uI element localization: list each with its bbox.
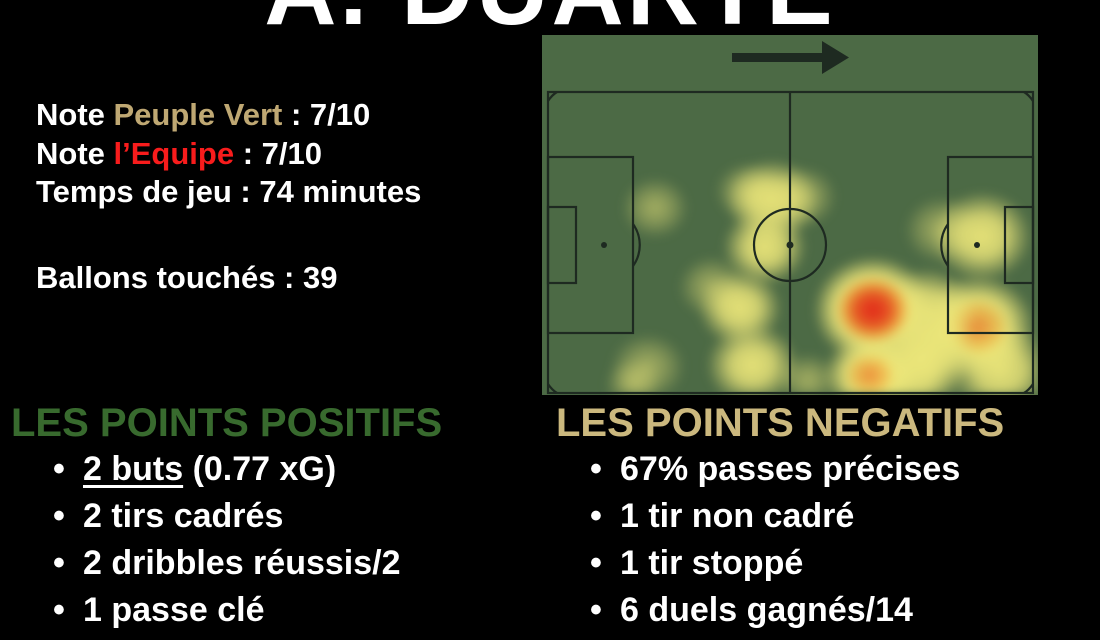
list-item: 1 passe clé [53, 587, 401, 634]
stat-label: Note [36, 135, 114, 171]
player-stats-block: Note Peuple Vert : 7/10 Note l’Equipe : … [36, 96, 421, 297]
goals-xg: (0.77 xG) [183, 450, 337, 488]
center-circle [752, 207, 828, 283]
list-item: 2 dribbles réussis/2 [53, 540, 401, 587]
corner-arc [547, 383, 558, 394]
negatives-header: LES POINTS NEGATIFS [556, 401, 1005, 445]
arrow-right-icon [732, 41, 849, 74]
positives-list: 2 buts (0.77 xG) 2 tirs cadrés 2 dribble… [53, 446, 401, 634]
stat-playing-time: Temps de jeu : 74 minutes [36, 174, 422, 209]
list-item: 67% passes précises [590, 446, 960, 493]
stat-note-peuple-vert: Note Peuple Vert : 7/10 [36, 96, 421, 135]
pitch-lines [546, 41, 1035, 395]
right-penalty-arc [940, 223, 949, 267]
stat-note-equipe: Note l’Equipe : 7/10 [36, 135, 421, 174]
list-item: 1 tir non cadré [590, 493, 960, 540]
list-item: 2 buts (0.77 xG) [53, 446, 401, 493]
right-penalty-spot [974, 242, 980, 248]
negatives-list: 67% passes précises 1 tir non cadré 1 ti… [590, 446, 960, 634]
left-penalty-area [546, 155, 635, 335]
right-penalty-area [946, 155, 1035, 335]
positives-header: LES POINTS POSITIFS [11, 401, 443, 445]
corner-arc [547, 91, 558, 102]
corner-arc [1023, 383, 1034, 394]
player-name-title: A. DUARTE [0, 0, 1100, 40]
left-goal-area [546, 205, 578, 285]
list-item: 1 tir stoppé [590, 540, 960, 587]
stat-ball-touches: Ballons touchés : 39 [36, 259, 338, 295]
stat-label: Note [36, 97, 114, 132]
right-goal-area [1003, 205, 1035, 285]
stat-value: : 7/10 [234, 135, 322, 171]
heatmap-pitch-panel [542, 35, 1038, 395]
center-spot [786, 241, 794, 249]
stat-highlight-peuple-vert: Peuple Vert [113, 97, 283, 132]
stat-highlight-equipe: l’Equipe [113, 135, 235, 171]
left-penalty-spot [601, 242, 607, 248]
left-penalty-arc [632, 223, 641, 267]
list-item: 2 tirs cadrés [53, 493, 401, 540]
stat-value: : 7/10 [282, 97, 371, 132]
list-item: 6 duels gagnés/14 [590, 587, 960, 634]
goals-underlined: 2 buts [83, 450, 184, 488]
corner-arc [1023, 91, 1034, 102]
